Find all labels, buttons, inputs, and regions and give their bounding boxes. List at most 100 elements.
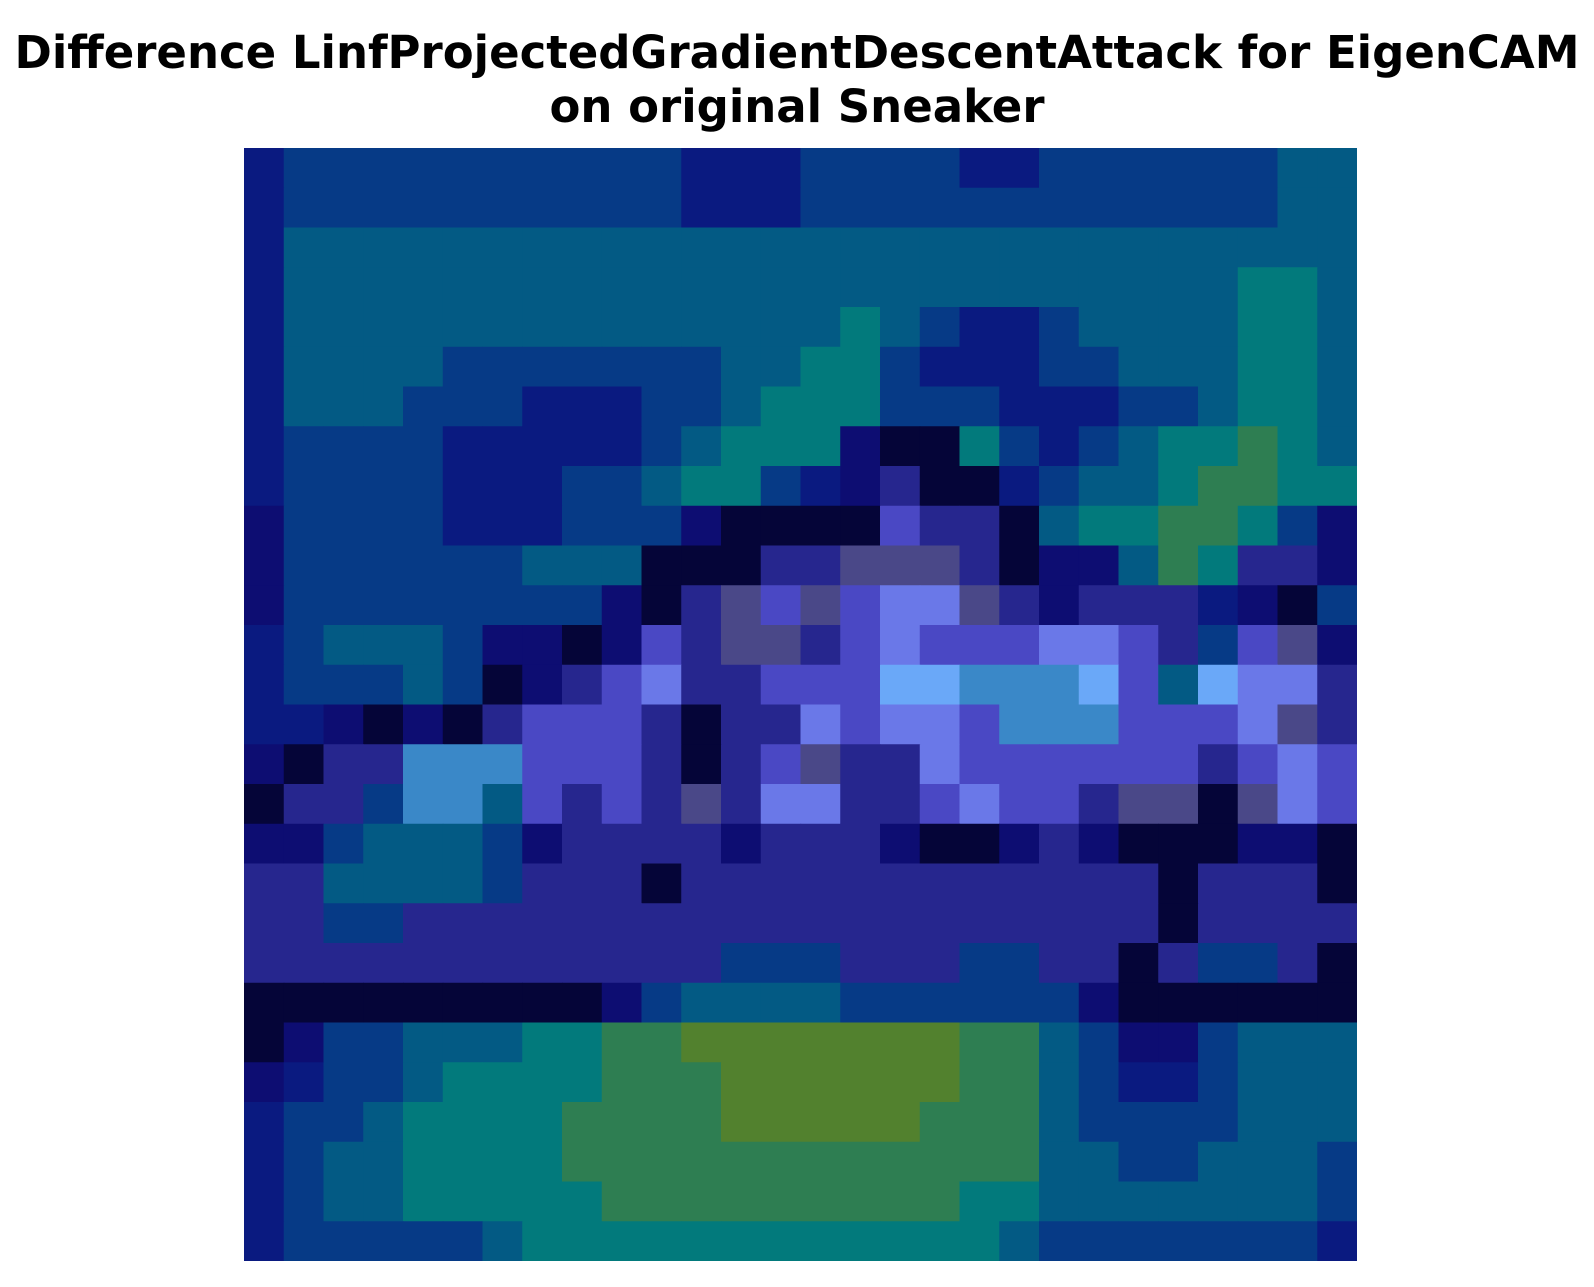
heatmap-cell — [1317, 784, 1357, 825]
heatmap-cell — [522, 148, 563, 189]
heatmap-cell — [641, 1022, 682, 1063]
heatmap-cell — [562, 903, 603, 944]
heatmap-cell — [1158, 187, 1199, 229]
heatmap-cell — [1277, 346, 1318, 388]
heatmap-cell — [1198, 1141, 1239, 1183]
heatmap-cell — [1237, 744, 1279, 785]
heatmap-cell — [1277, 664, 1318, 706]
heatmap-cell — [1237, 386, 1279, 427]
heatmap-cell — [721, 148, 762, 189]
heatmap-cell — [1078, 1141, 1120, 1183]
heatmap-cell — [244, 1062, 285, 1103]
heatmap-cell — [959, 585, 1000, 626]
heatmap-cell — [1078, 267, 1120, 308]
heatmap-cell — [919, 227, 961, 268]
heatmap-cell — [999, 744, 1040, 785]
heatmap-cell — [403, 1062, 444, 1103]
heatmap-cell — [1277, 982, 1318, 1024]
heatmap-cell — [1118, 585, 1159, 626]
heatmap-cell — [403, 823, 444, 865]
heatmap-cell — [323, 227, 364, 268]
heatmap-cell — [1039, 505, 1080, 547]
heatmap-cell — [1317, 1062, 1357, 1103]
heatmap-cell — [1118, 187, 1159, 229]
heatmap-cell — [283, 1102, 325, 1143]
heatmap-cell — [442, 863, 484, 904]
heatmap-cell — [1078, 1221, 1120, 1261]
heatmap-cell — [482, 823, 523, 865]
heatmap-cell — [840, 982, 881, 1024]
heatmap-cell — [800, 664, 841, 706]
heatmap-cell — [283, 187, 325, 229]
heatmap-cell — [721, 664, 762, 706]
heatmap-cell — [244, 346, 285, 388]
heatmap-cell — [919, 823, 961, 865]
heatmap-cell — [442, 346, 484, 388]
heatmap-cell — [363, 704, 404, 745]
heatmap-cell — [1237, 346, 1279, 388]
heatmap-cell — [1118, 1221, 1159, 1261]
heatmap-cell — [641, 148, 682, 189]
heatmap-cell — [1277, 545, 1318, 586]
heatmap-cell — [601, 903, 643, 944]
heatmap-cell — [840, 1022, 881, 1063]
heatmap-cell — [601, 1141, 643, 1183]
heatmap-cell — [1158, 1181, 1199, 1222]
heatmap-cell — [601, 585, 643, 626]
heatmap-cell — [1237, 1181, 1279, 1222]
heatmap-cell — [999, 585, 1040, 626]
heatmap-cell — [840, 545, 881, 586]
heatmap-cell — [919, 784, 961, 825]
heatmap-cell — [1317, 1221, 1357, 1261]
heatmap-cell — [880, 386, 921, 427]
heatmap-cell — [1317, 187, 1357, 229]
heatmap-cell — [1118, 943, 1159, 984]
heatmap-cell — [760, 148, 802, 189]
heatmap-cell — [1078, 823, 1120, 865]
heatmap-cell — [562, 505, 603, 547]
heatmap-cell — [1118, 148, 1159, 189]
heatmap-cell — [244, 466, 285, 507]
heatmap-cell — [1277, 1102, 1318, 1143]
heatmap-cell — [641, 505, 682, 547]
heatmap-cell — [721, 784, 762, 825]
heatmap-cell — [1198, 625, 1239, 666]
heatmap-cell — [721, 982, 762, 1024]
heatmap-cell — [1158, 505, 1199, 547]
heatmap-cell — [1158, 744, 1199, 785]
heatmap-cell — [959, 1062, 1000, 1103]
heatmap-cell — [880, 704, 921, 745]
heatmap-cell — [721, 386, 762, 427]
heatmap-cell — [601, 426, 643, 467]
heatmap-cell — [1158, 1022, 1199, 1063]
heatmap-cell — [363, 1181, 404, 1222]
heatmap-cell — [1158, 625, 1199, 666]
heatmap-cell — [760, 386, 802, 427]
heatmap-cell — [1078, 466, 1120, 507]
heatmap-cell — [1277, 1141, 1318, 1183]
heatmap-cell — [1317, 903, 1357, 944]
heatmap-cell — [641, 625, 682, 666]
heatmap-cell — [442, 744, 484, 785]
heatmap-cell — [562, 307, 603, 348]
heatmap-cell — [403, 982, 444, 1024]
heatmap-cell — [403, 346, 444, 388]
heatmap-cell — [681, 1181, 722, 1222]
heatmap-cell — [601, 505, 643, 547]
heatmap-cell — [442, 585, 484, 626]
heatmap-cell — [1158, 585, 1199, 626]
heatmap-plot-area — [244, 148, 1357, 1261]
heatmap-cell — [1039, 267, 1080, 308]
heatmap-cell — [601, 823, 643, 865]
heatmap-cell — [442, 187, 484, 229]
heatmap-cell — [800, 426, 841, 467]
heatmap-cell — [1237, 704, 1279, 745]
heatmap-cell — [840, 625, 881, 666]
heatmap-cell — [562, 664, 603, 706]
heatmap-cell — [1237, 784, 1279, 825]
heatmap-cell — [880, 1022, 921, 1063]
heatmap-cell — [601, 982, 643, 1024]
heatmap-cell — [721, 1062, 762, 1103]
heatmap-cell — [800, 585, 841, 626]
heatmap-cell — [919, 903, 961, 944]
